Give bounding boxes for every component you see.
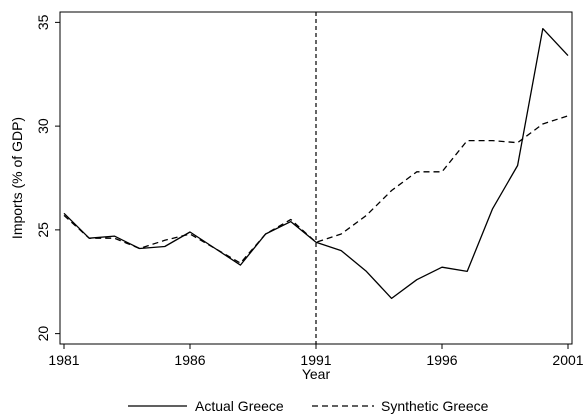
x-tick-label: 1981: [48, 352, 79, 368]
y-tick-label: 20: [35, 326, 51, 342]
series-line-synthetic-greece: [63, 115, 569, 264]
x-axis: 1981 1986 1991 1996 2001: [48, 344, 584, 368]
legend-label-synthetic-greece: Synthetic Greece: [381, 398, 489, 414]
x-tick-label: 2001: [552, 352, 583, 368]
y-axis: 20 25 30 35: [35, 14, 60, 341]
y-tick-label: 30: [35, 118, 51, 134]
x-tick-label: 1996: [426, 352, 457, 368]
y-axis-title: Imports (% of GDP): [9, 117, 25, 239]
y-tick-label: 35: [35, 14, 51, 30]
legend: Actual Greece Synthetic Greece: [128, 398, 489, 414]
x-axis-title: Year: [302, 366, 331, 382]
series-group: [63, 27, 569, 300]
legend-label-actual-greece: Actual Greece: [195, 398, 284, 414]
x-tick-label: 1986: [174, 352, 205, 368]
x-tick-label: 1991: [300, 352, 331, 368]
y-tick-label: 25: [35, 222, 51, 238]
series-line-actual-greece: [63, 27, 569, 300]
